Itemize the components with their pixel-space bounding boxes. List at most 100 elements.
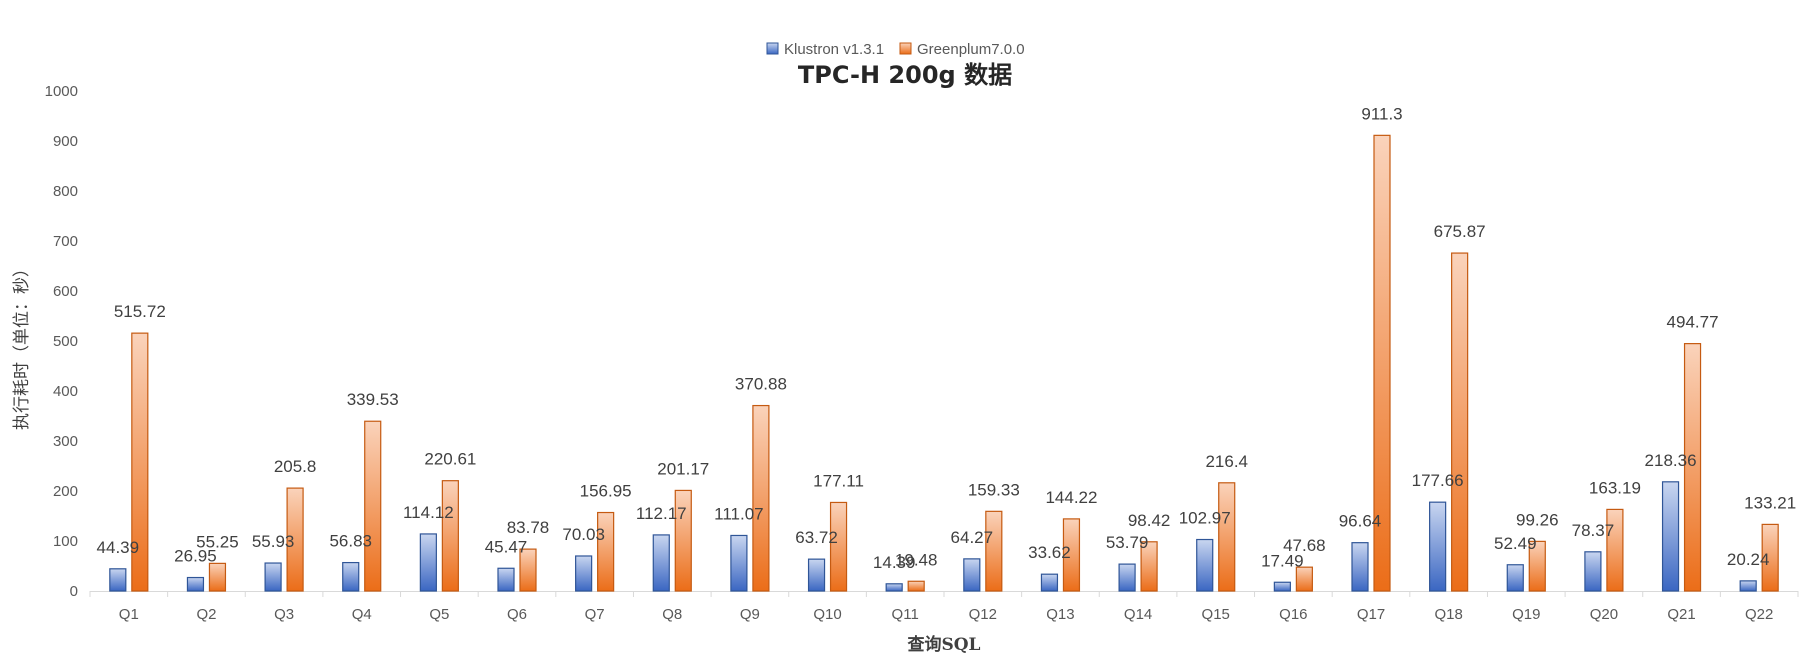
data-label-greenplum: 201.17 [657,459,709,478]
bar-greenplum [208,562,227,592]
x-tick-label: Q1 [119,606,139,623]
data-label-klustron: 52.49 [1494,534,1537,553]
data-label-greenplum: 911.3 [1361,104,1402,123]
data-label-greenplum: 98.42 [1128,511,1171,530]
bar-klustron [109,568,127,592]
bar-greenplum [441,480,459,592]
bar-klustron [264,562,282,592]
data-label-greenplum: 494.77 [1667,313,1719,332]
data-label-greenplum: 205.8 [274,457,317,476]
legend-swatch-klustron [766,42,779,55]
bar-klustron [1040,573,1059,592]
bar-klustron [1273,581,1291,592]
data-label-klustron: 70.03 [562,525,605,544]
data-label-klustron: 45.47 [485,537,528,556]
x-tick-label: Q3 [274,606,294,623]
bar-klustron [1661,481,1680,592]
y-tick-label: 400 [53,383,78,400]
bar-greenplum [1451,252,1469,592]
data-label-klustron: 14.39 [873,553,916,572]
data-label-greenplum: 216.4 [1205,452,1248,471]
data-label-klustron: 218.36 [1645,451,1697,470]
bar-greenplum [1373,134,1391,592]
x-tick-label: Q4 [352,606,372,623]
x-tick-label: Q18 [1434,606,1462,623]
data-label-greenplum: 99.26 [1516,510,1559,529]
x-tick-label: Q11 [892,606,919,623]
data-label-greenplum: 83.78 [507,518,550,537]
y-tick-label: 100 [53,533,78,550]
bar-klustron [963,558,981,592]
data-label-klustron: 56.83 [329,532,372,551]
x-tick-label: Q21 [1667,606,1695,623]
chart-title: TPC-H 200g 数据 [798,61,1012,89]
x-tick-label: Q10 [813,606,841,623]
legend-swatch-greenplum [899,42,912,55]
x-tick-label: Q13 [1046,606,1074,623]
data-label-klustron: 55.93 [252,532,295,551]
bar-klustron [1506,564,1524,592]
data-label-greenplum: 515.72 [114,302,166,321]
legend-label-greenplum: Greenplum7.0.0 [917,41,1025,58]
bar-greenplum [519,548,537,592]
bar-greenplum [364,420,382,592]
y-tick-label: 500 [53,333,78,350]
y-tick-label: 600 [53,283,78,300]
legend-label-klustron: Klustron v1.3.1 [784,41,884,58]
data-label-klustron: 53.79 [1106,533,1149,552]
bar-greenplum [1683,343,1702,592]
x-tick-label: Q7 [585,606,605,623]
x-tick-label: Q2 [196,606,216,623]
x-tick-label: Q16 [1279,606,1307,623]
bar-greenplum [1528,540,1546,592]
data-label-klustron: 111.07 [714,504,763,523]
data-label-greenplum: 339.53 [347,390,399,409]
data-label-klustron: 177.66 [1412,471,1464,490]
data-label-klustron: 64.27 [951,528,994,547]
data-label-greenplum: 163.19 [1589,478,1641,497]
data-label-greenplum: 370.88 [735,375,787,394]
data-label-greenplum: 133.21 [1744,493,1796,512]
bar-klustron [1351,542,1369,592]
bar-greenplum [752,404,770,592]
data-label-klustron: 44.39 [97,538,140,557]
x-axis-title: 查询SQL [906,634,980,655]
data-label-greenplum: 159.33 [968,480,1020,499]
y-tick-label: 900 [53,133,78,150]
x-tick-label: Q5 [429,606,449,623]
y-tick-label: 0 [70,583,78,600]
bar-klustron [1429,501,1447,592]
bar-klustron [1118,563,1136,592]
data-label-greenplum: 156.95 [580,482,632,501]
legend: Klustron v1.3.1 Greenplum7.0.0 [766,41,1025,58]
x-tick-label: Q12 [969,606,997,623]
bar-greenplum [1606,508,1624,592]
bar-greenplum [1218,482,1236,592]
x-tick-label: Q8 [662,606,682,623]
bar-greenplum [674,489,692,592]
data-label-klustron: 33.62 [1028,543,1071,562]
bar-klustron [186,576,205,592]
bar-klustron [807,558,826,592]
x-tick-label: Q22 [1745,606,1773,623]
data-label-klustron: 112.17 [636,504,687,523]
x-tick-label: Q17 [1357,606,1385,623]
bar-klustron [419,533,437,592]
data-label-klustron: 78.37 [1572,521,1615,540]
x-tick-label: Q20 [1590,606,1618,623]
data-label-greenplum: 144.22 [1045,488,1097,507]
data-label-greenplum: 177.11 [813,471,864,490]
bar-klustron [497,567,515,592]
bar-klustron [575,555,593,592]
bar-greenplum [1140,541,1158,592]
y-tick-label: 300 [53,433,78,450]
data-label-klustron: 63.72 [795,528,838,547]
x-tick-label: Q6 [507,606,527,623]
bar-greenplum [829,501,848,592]
bar-klustron [1584,551,1602,592]
bar-greenplum [985,510,1003,592]
data-label-klustron: 20.24 [1727,550,1770,569]
bar-klustron [730,534,748,592]
data-label-klustron: 26.95 [174,547,217,566]
